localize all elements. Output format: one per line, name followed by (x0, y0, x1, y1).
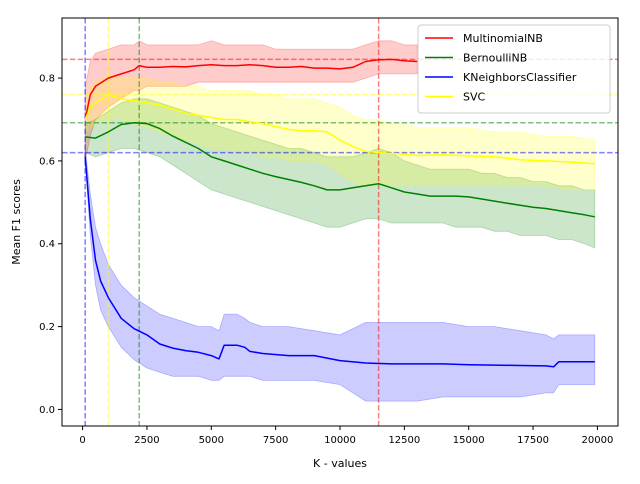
line-bernoullinb (85, 122, 595, 218)
legend-label-multinomialnb: MultinomialNB (463, 32, 543, 45)
y-tick-label: 0.4 (39, 239, 55, 250)
x-axis-label: K - values (313, 457, 367, 470)
line-multinomialnb (84, 58, 418, 120)
reference-lines (62, 18, 618, 426)
band-svc (84, 73, 596, 191)
legend-label-bernoullinb: BernoulliNB (463, 52, 527, 65)
y-axis-ticks: 0.0 0.2 0.4 0.6 0.8 (39, 74, 62, 416)
confidence-bands (84, 40, 596, 402)
band-multinomialnb (84, 40, 418, 161)
x-tick-label: 5000 (199, 435, 224, 446)
x-axis-ticks: 0 2500 5000 7500 10000 12500 15000 17500 20000 (79, 426, 613, 446)
legend-label-svc: SVC (463, 91, 486, 104)
line-svc (84, 93, 595, 165)
y-tick-label: 0.6 (39, 156, 55, 167)
y-tick-label: 0.2 (39, 322, 55, 333)
series-lines (84, 58, 595, 368)
x-tick-label: 2500 (134, 435, 159, 446)
band-bernoullinb (84, 98, 596, 249)
legend: MultinomialNB BernoulliNB KNeighborsClassi… (417, 24, 611, 114)
band-kneighborsclassifier (84, 148, 596, 402)
x-tick-label: 7500 (263, 435, 288, 446)
y-tick-label: 0.0 (39, 405, 55, 416)
y-tick-label: 0.8 (39, 74, 55, 85)
x-tick-label: 0 (79, 435, 85, 446)
x-tick-label: 15000 (453, 435, 485, 446)
line-kneighborsclassifier (84, 156, 595, 368)
legend-label-kneighborsclassifier: KNeighborsClassifier (463, 71, 577, 84)
x-tick-label: 20000 (582, 435, 614, 446)
x-tick-label: 17500 (517, 435, 549, 446)
legend-box (417, 24, 611, 114)
x-tick-label: 10000 (324, 435, 356, 446)
x-tick-label: 12500 (388, 435, 420, 446)
y-axis-label: Mean F1 scores (10, 179, 23, 265)
